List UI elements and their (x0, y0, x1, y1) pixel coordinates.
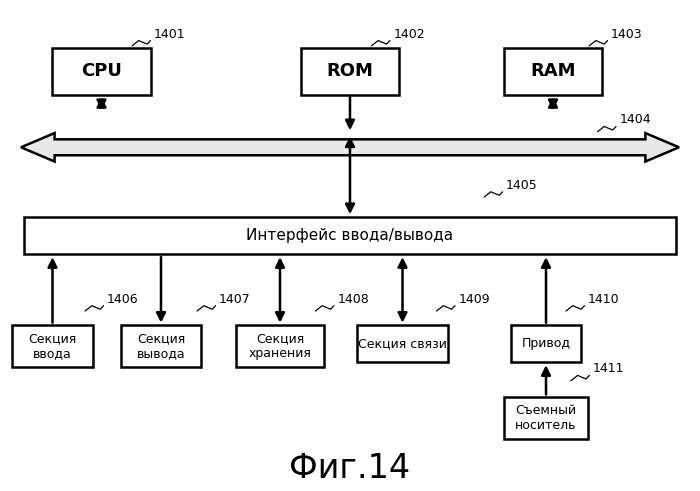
Bar (504, 398, 588, 439)
Bar (301, 48, 399, 94)
Text: Съемный
носитель: Съемный носитель (515, 404, 577, 433)
Text: 1407: 1407 (219, 293, 251, 306)
Text: 1403: 1403 (611, 27, 643, 41)
Text: 1401: 1401 (154, 27, 186, 41)
Text: Секция связи: Секция связи (358, 337, 447, 350)
Bar (12, 326, 92, 367)
Text: ROM: ROM (327, 62, 373, 80)
Bar (52, 48, 150, 94)
Text: 1408: 1408 (337, 293, 369, 306)
Text: Интерфейс ввода/вывода: Интерфейс ввода/вывода (246, 228, 454, 243)
Text: Фиг.14: Фиг.14 (289, 452, 411, 486)
Text: 1406: 1406 (107, 293, 139, 306)
Bar (511, 325, 581, 362)
Text: Привод: Привод (522, 337, 570, 350)
Polygon shape (21, 133, 679, 162)
Text: Секция
ввода: Секция ввода (29, 332, 76, 360)
Text: 1405: 1405 (506, 179, 538, 192)
Text: CPU: CPU (81, 62, 122, 80)
Text: 1411: 1411 (593, 362, 624, 376)
Bar (504, 48, 602, 94)
Text: 1402: 1402 (393, 27, 425, 41)
Text: Секция
хранения: Секция хранения (248, 332, 312, 360)
Text: 1404: 1404 (620, 113, 651, 127)
Bar (121, 326, 202, 367)
Bar (357, 325, 448, 362)
Text: 1410: 1410 (588, 293, 620, 306)
Text: Секция
вывода: Секция вывода (136, 332, 186, 360)
Bar (25, 217, 676, 254)
Text: RAM: RAM (531, 62, 575, 80)
Bar (237, 326, 323, 367)
Text: 1409: 1409 (458, 293, 490, 306)
